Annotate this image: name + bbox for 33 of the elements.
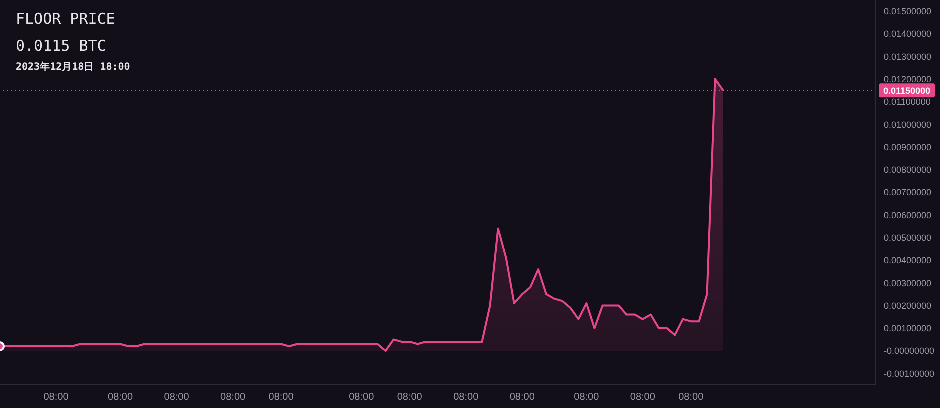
- y-tick-label: 0.00600000: [884, 210, 932, 220]
- y-tick-label: 0.00800000: [884, 165, 932, 176]
- x-tick-label: 08:00: [220, 392, 246, 404]
- y-tick-label: -0.00100000: [884, 368, 935, 379]
- x-tick-label: 08:00: [44, 392, 70, 404]
- y-tick-label: 0.01200000: [884, 74, 932, 84]
- y-tick-label: 0.01400000: [884, 29, 932, 40]
- x-tick-label: 08:00: [164, 392, 190, 404]
- x-tick-label: 08:00: [630, 392, 656, 404]
- y-tick-label: 0.00200000: [884, 300, 932, 311]
- x-tick-label: 08:00: [349, 392, 375, 404]
- y-tick-label: 0.01500000: [884, 6, 932, 17]
- x-tick-label: 08:00: [510, 392, 536, 404]
- y-tick-label: 0.01000000: [884, 120, 932, 130]
- y-tick-label: 0.00700000: [884, 188, 932, 198]
- x-tick-label: 08:00: [108, 392, 134, 404]
- y-tick-label: 0.00900000: [884, 142, 932, 152]
- x-tick-label: 08:00: [397, 392, 423, 404]
- ref-line-label: 0.01150000: [883, 86, 931, 96]
- y-tick-label: -0.00000000: [884, 346, 935, 356]
- y-tick-label: 0.01300000: [884, 52, 932, 62]
- y-tick-label: 0.00300000: [884, 278, 932, 288]
- text: 0.0115 BTC: [16, 37, 108, 55]
- x-tick-label: 08:00: [454, 392, 480, 404]
- text: FLOOR PRICE: [16, 10, 116, 28]
- annotation: 2023年12月18日 18:00: [16, 62, 130, 73]
- x-tick-label: 08:00: [268, 392, 294, 404]
- y-tick-label: 0.00500000: [884, 232, 932, 243]
- y-tick-label: 0.00100000: [884, 324, 932, 334]
- x-tick-label: 08:00: [574, 392, 600, 404]
- x-tick-label: 08:00: [678, 392, 704, 404]
- y-tick-label: 0.01100000: [884, 97, 931, 108]
- y-tick-label: 0.00400000: [884, 256, 932, 266]
